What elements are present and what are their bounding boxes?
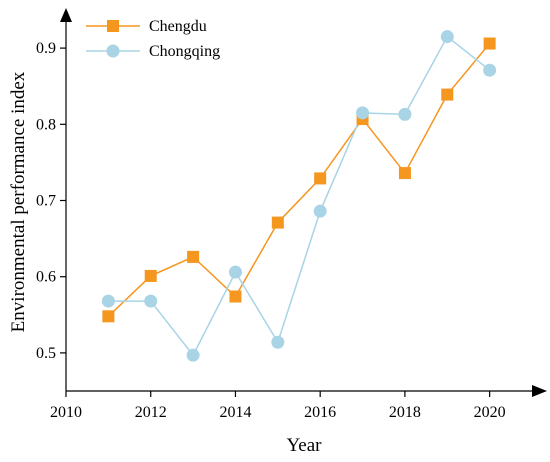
x-tick-label: 2014 bbox=[219, 404, 251, 421]
data-point-chongqing bbox=[313, 204, 327, 218]
data-point-chengdu bbox=[314, 172, 327, 185]
legend-chengdu-label: Chengdu bbox=[149, 18, 207, 35]
data-point-chongqing bbox=[144, 294, 158, 308]
series-line-chongqing bbox=[108, 35, 491, 357]
x-tick-label: 2020 bbox=[474, 404, 506, 421]
data-point-chengdu bbox=[398, 167, 411, 180]
x-tick-label: 2018 bbox=[389, 404, 421, 421]
ticks: 2010 2012 2014 2016 2018 2020 0.5 0.6 0.7 0.8 0.9 bbox=[36, 40, 506, 421]
data-point-chengdu bbox=[102, 310, 115, 323]
data-point-chengdu bbox=[144, 269, 157, 282]
series bbox=[101, 30, 497, 362]
x-tick-label: 2010 bbox=[50, 404, 82, 421]
legend-item-chengdu: Chengdu bbox=[86, 18, 207, 35]
data-point-chongqing bbox=[228, 265, 242, 279]
x-axis-title: Year bbox=[286, 435, 322, 456]
y-tick-label: 0.8 bbox=[36, 116, 56, 133]
data-point-chongqing bbox=[483, 63, 497, 77]
data-point-chengdu bbox=[271, 216, 284, 229]
data-point-chongqing bbox=[440, 30, 454, 44]
data-point-chengdu bbox=[229, 290, 242, 303]
data-point-chongqing bbox=[356, 106, 370, 120]
data-point-chengdu bbox=[483, 37, 496, 50]
data-point-chongqing bbox=[186, 348, 200, 362]
y-tick-label: 0.5 bbox=[36, 345, 56, 362]
data-point-chongqing bbox=[398, 107, 412, 121]
series-line-chengdu bbox=[107, 43, 491, 317]
data-point-chengdu bbox=[441, 88, 454, 101]
data-point-chongqing bbox=[101, 294, 115, 308]
axes bbox=[60, 8, 547, 397]
y-axis-arrow bbox=[60, 8, 72, 22]
y-tick-label: 0.7 bbox=[36, 193, 56, 210]
legend-chongqing-label: Chongqing bbox=[149, 43, 220, 60]
data-point-chengdu bbox=[187, 250, 200, 263]
y-tick-label: 0.6 bbox=[36, 269, 56, 286]
x-tick-label: 2012 bbox=[135, 404, 167, 421]
y-tick-label: 0.9 bbox=[36, 40, 56, 57]
x-axis-arrow bbox=[532, 385, 547, 397]
x-tick-label: 2016 bbox=[304, 404, 336, 421]
legend-chongqing-marker bbox=[106, 44, 120, 58]
legend-item-chongqing: Chongqing bbox=[86, 43, 220, 60]
data-point-chongqing bbox=[271, 335, 285, 349]
legend: Chengdu Chongqing bbox=[86, 18, 220, 60]
legend-chengdu-marker bbox=[107, 20, 119, 32]
y-axis-title: Environmental performance index bbox=[8, 71, 29, 332]
